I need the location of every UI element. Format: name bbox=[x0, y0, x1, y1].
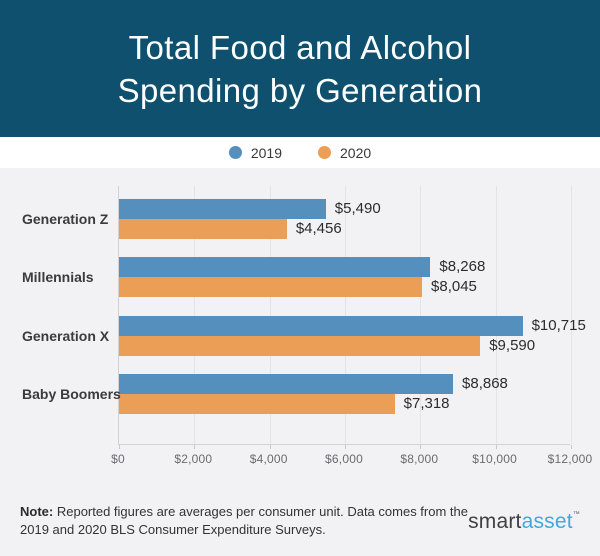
grid-line bbox=[194, 186, 196, 444]
legend-item-2020: 2020 bbox=[318, 145, 371, 161]
grid-line bbox=[571, 186, 572, 444]
legend-item-2019: 2019 bbox=[228, 144, 282, 161]
bar-value-label: $8,045 bbox=[431, 278, 477, 296]
plot-area: $5,490 $4,456 $8,268 $8,045 $10,715 $9,590 $8,… bbox=[118, 186, 586, 449]
x-tick-label: $0 bbox=[111, 452, 125, 466]
x-tick-label: $2,000 bbox=[174, 452, 213, 466]
bar-value-label: $8,268 bbox=[439, 258, 486, 276]
chart-title: Total Food and Alcohol Spending by Genera… bbox=[118, 26, 483, 112]
footnote: Note: Reported figures are averages per … bbox=[20, 503, 468, 538]
x-tick-label: $6,000 bbox=[325, 452, 363, 466]
category-label: Baby Boomers bbox=[22, 385, 121, 402]
legend-swatch-2019 bbox=[228, 146, 242, 159]
axis-tick bbox=[420, 445, 422, 449]
axis-tick bbox=[194, 445, 196, 449]
axis-tick bbox=[119, 445, 120, 449]
bar-2020 bbox=[119, 335, 481, 356]
category-label: Generation X bbox=[22, 327, 110, 344]
axis-tick bbox=[495, 445, 497, 449]
chart-title-line2: Spending by Generation bbox=[117, 71, 483, 109]
legend-swatch-2020 bbox=[318, 146, 331, 159]
header: Total Food and Alcohol Spending by Genera… bbox=[0, 0, 600, 137]
x-tick-label: $12,000 bbox=[547, 452, 593, 466]
bar-2019 bbox=[119, 315, 523, 336]
bar-2019 bbox=[119, 199, 326, 219]
axis-tick bbox=[345, 445, 346, 449]
legend-label-2020: 2020 bbox=[340, 144, 372, 161]
legend-label-2019: 2019 bbox=[250, 144, 282, 161]
bar-value-label: $5,490 bbox=[334, 200, 381, 217]
bar-value-label: $10,715 bbox=[531, 316, 586, 334]
chart-area: $5,490 $4,456 $8,268 $8,045 $10,715 $9,590 $8,… bbox=[0, 168, 600, 556]
axis-tick bbox=[269, 445, 271, 449]
x-tick-label: $8,000 bbox=[400, 452, 439, 466]
axis-tick bbox=[571, 445, 572, 449]
category-label: Generation Z bbox=[22, 211, 109, 227]
footnote-label: Note: bbox=[20, 504, 54, 519]
bar-value-label: $7,318 bbox=[403, 394, 450, 412]
x-tick-label: $10,000 bbox=[472, 452, 518, 466]
smartasset-logo: smartasset™ bbox=[468, 510, 580, 534]
trademark-symbol: ™ bbox=[572, 511, 580, 518]
grid-line bbox=[495, 186, 497, 444]
footnote-text: Reported figures are averages per consum… bbox=[20, 504, 468, 537]
x-tick-label: $4,000 bbox=[249, 452, 288, 466]
grid-line bbox=[269, 186, 271, 444]
chart-title-line1: Total Food and Alcohol bbox=[128, 28, 472, 66]
bar-value-label: $9,590 bbox=[489, 336, 536, 354]
legend: 2019 2020 bbox=[0, 137, 600, 168]
logo-smart: smart bbox=[468, 510, 522, 533]
bar-2020 bbox=[119, 393, 395, 414]
logo-asset: asset bbox=[521, 510, 573, 533]
grid-line bbox=[345, 186, 346, 444]
bar-2020 bbox=[119, 277, 423, 298]
bar-2019 bbox=[119, 373, 454, 394]
grid-line bbox=[420, 186, 422, 444]
category-label: Millennials bbox=[22, 269, 94, 286]
bar-value-label: $4,456 bbox=[295, 220, 342, 237]
bar-2020 bbox=[119, 219, 287, 239]
bar-value-label: $8,868 bbox=[462, 374, 508, 392]
bar-2019 bbox=[119, 257, 431, 278]
